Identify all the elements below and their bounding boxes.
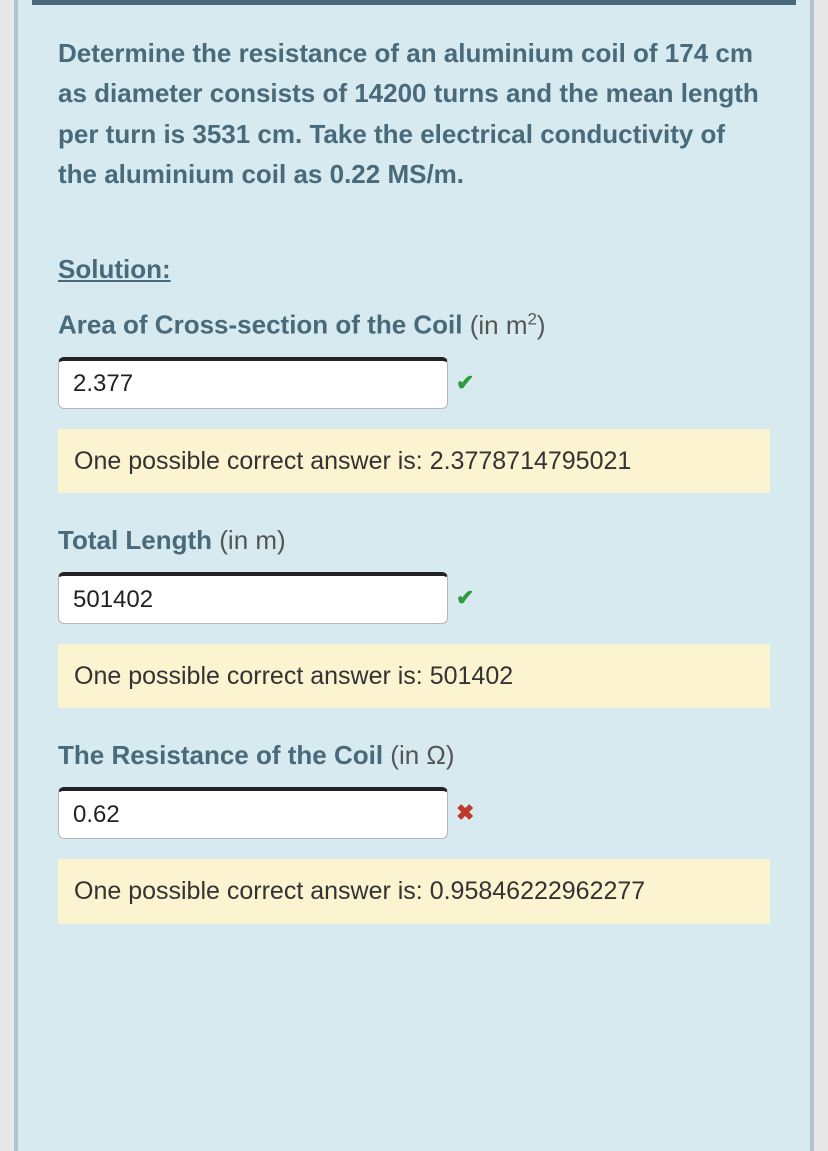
question-text: Determine the resistance of an aluminium… [58,33,770,194]
cross-icon: ✖ [456,800,474,826]
field-area: Area of Cross-section of the Coil (in m2… [58,309,770,493]
area-input-row: ✔ [58,357,770,409]
length-label-strong: Total Length [58,525,212,555]
resistance-feedback: One possible correct answer is: 0.958462… [58,859,770,923]
length-label-unit: (in m) [212,525,286,555]
check-icon: ✔ [456,370,474,396]
resistance-label-unit: (in Ω) [383,740,454,770]
content-panel: Determine the resistance of an aluminium… [32,0,796,1137]
length-input[interactable] [58,572,448,624]
area-input[interactable] [58,357,448,409]
length-input-row: ✔ [58,572,770,624]
area-label-strong: Area of Cross-section of the Coil [58,310,463,340]
area-label-unit: (in m2) [463,310,546,340]
resistance-label-strong: The Resistance of the Coil [58,740,383,770]
length-feedback: One possible correct answer is: 501402 [58,644,770,708]
resistance-input[interactable] [58,787,448,839]
check-icon: ✔ [456,585,474,611]
resistance-label: The Resistance of the Coil (in Ω) [58,740,770,771]
length-label: Total Length (in m) [58,525,770,556]
area-label: Area of Cross-section of the Coil (in m2… [58,309,770,341]
area-feedback: One possible correct answer is: 2.377871… [58,429,770,493]
field-resistance: The Resistance of the Coil (in Ω) ✖ One … [58,740,770,923]
solution-heading: Solution: [58,254,770,285]
resistance-input-row: ✖ [58,787,770,839]
field-length: Total Length (in m) ✔ One possible corre… [58,525,770,708]
outer-frame: Determine the resistance of an aluminium… [14,0,814,1151]
